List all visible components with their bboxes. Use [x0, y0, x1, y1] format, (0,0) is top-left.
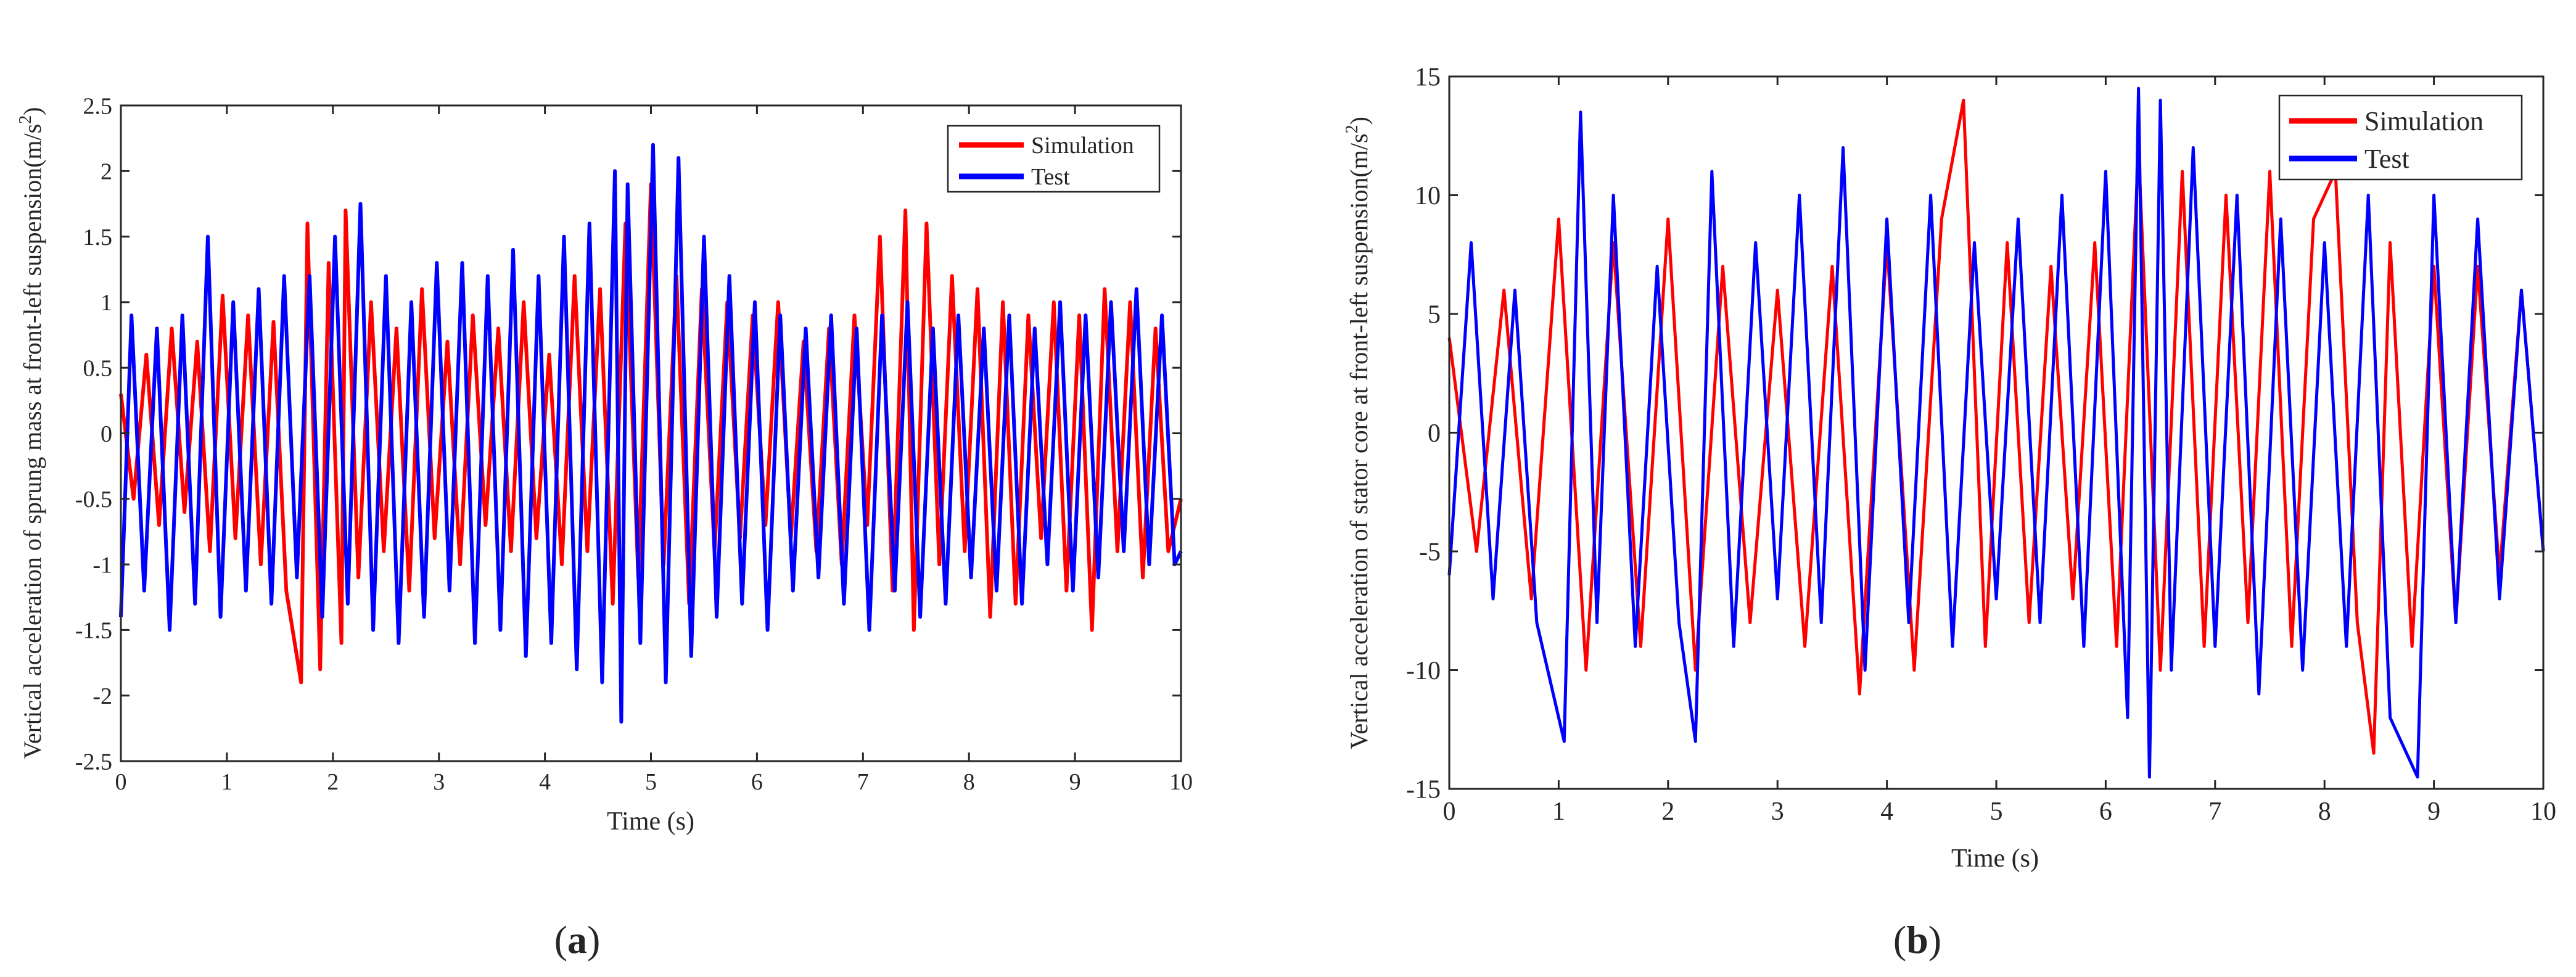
y-tick-label-a: 0.5: [83, 356, 113, 382]
y-tick-label-a: -1.5: [75, 618, 112, 644]
legend-label-test-b: Test: [2364, 144, 2409, 174]
series-line-simulation-a: [119, 182, 1183, 685]
x-tick-label-b: 6: [2099, 798, 2112, 826]
x-tick-label-a: 4: [539, 769, 551, 795]
x-tick-label-b: 9: [2427, 798, 2440, 826]
series-line-test-a: [119, 142, 1183, 724]
y-axis-label-a-suffix: ): [19, 107, 46, 115]
y-tick-label-b: -15: [1406, 776, 1441, 804]
series-group-b: [1447, 86, 2545, 779]
y-tick-label-a: 1.5: [83, 225, 113, 250]
y-tick-label-a: 1: [101, 290, 112, 316]
x-tick-label-a: 3: [433, 769, 445, 795]
y-tick-label-b: 5: [1428, 301, 1441, 329]
legend-label-simulation-a: Simulation: [1031, 133, 1134, 159]
series-line-test-b: [1447, 86, 2545, 779]
x-tick-label-b: 0: [1443, 798, 1456, 826]
y-tick-label-a: 2.5: [83, 93, 113, 119]
x-tick-label-b: 1: [1552, 798, 1565, 826]
x-tick-label-a: 6: [751, 769, 763, 795]
x-tick-label-a: 5: [645, 769, 657, 795]
x-tick-label-b: 4: [1880, 798, 1893, 826]
legend-label-simulation-b: Simulation: [2364, 106, 2483, 136]
yticks-b: -15 -10 -5 0 5 10 15: [1406, 64, 2543, 804]
legend-b: Simulation Test: [2278, 94, 2523, 181]
y-tick-label-b: 0: [1428, 419, 1441, 448]
y-axis-label-b-suffix: ): [1345, 117, 1373, 125]
y-axis-label-b-main: Vertical acceleration of stator core at …: [1345, 133, 1373, 749]
y-tick-label-b: -5: [1419, 538, 1441, 567]
y-tick-label-b: -10: [1406, 657, 1441, 685]
y-tick-label-a: 2: [101, 159, 112, 185]
x-tick-label-b: 2: [1661, 798, 1674, 826]
panel-label-b-letter: b: [1906, 918, 1928, 962]
plot-area-b: 0 1 2 3 4 5 6 7 8 9 10 -15 -10 -5 0 5 10 15: [1406, 64, 2556, 826]
xticks-b: 0 1 2 3 4 5 6 7 8 9 10: [1443, 76, 2556, 826]
x-tick-label-b: 10: [2530, 798, 2556, 826]
x-tick-label-b: 7: [2208, 798, 2221, 826]
x-tick-label-b: 5: [1990, 798, 2003, 826]
xticks-a: 0 1 2 3 4 5 6 7 8 9 10: [115, 105, 1193, 795]
legend-label-test-a: Test: [1031, 164, 1070, 190]
panel-label-a: (a): [554, 918, 601, 962]
y-axis-label-b-superscript: 2: [1343, 125, 1362, 133]
x-tick-label-a: 0: [115, 769, 127, 795]
y-axis-label-a-main: Vertical acceleration of sprung mass at …: [19, 124, 46, 759]
panel-label-b: (b): [1893, 918, 1941, 962]
y-tick-label-a: -2: [93, 683, 112, 709]
chart-panel-b: 0 1 2 3 4 5 6 7 8 9 10 -15 -10 -5 0 5 10 15 Time (s) Ver…: [1343, 64, 2556, 962]
x-tick-label-a: 2: [327, 769, 339, 795]
panel-label-b-open: (: [1893, 918, 1906, 962]
yticks-a: -2.5 -2 -1.5 -1 -0.5 0 0.5 1 1.5 2 2.5: [75, 93, 1181, 775]
x-tick-label-a: 10: [1169, 769, 1193, 795]
y-tick-label-a: -2.5: [75, 749, 112, 775]
x-tick-label-a: 1: [221, 769, 232, 795]
y-tick-label-a: 0: [101, 421, 112, 447]
y-tick-label-b: 10: [1415, 182, 1441, 210]
x-tick-label-b: 8: [2318, 798, 2331, 826]
panel-label-a-open: (: [554, 918, 567, 962]
y-tick-label-a: -0.5: [75, 487, 112, 513]
series-group-a: [119, 142, 1183, 724]
y-tick-label-b: 15: [1415, 64, 1441, 92]
y-tick-label-a: -1: [93, 552, 112, 578]
x-tick-label-b: 3: [1771, 798, 1784, 826]
x-axis-label-b: Time (s): [1951, 844, 2039, 873]
legend-a: Simulation Test: [947, 125, 1161, 193]
plot-area-a: 0 1 2 3 4 5 6 7 8 9 10 -2.5 -2 -1.5 -1 -0.5 0 0.5 1 1.5 2 2.…: [75, 93, 1193, 795]
chart-panel-a: 0 1 2 3 4 5 6 7 8 9 10 -2.5 -2 -1.5 -1 -0.5 0 0.5 1 1.5 2 2.…: [16, 93, 1193, 962]
y-axis-label-a-superscript: 2: [16, 115, 35, 124]
y-axis-label-a: Vertical acceleration of sprung mass at …: [16, 107, 46, 759]
panel-label-b-close: ): [1928, 918, 1941, 962]
legend-box-a: [947, 125, 1161, 193]
legend-box-b: [2278, 94, 2523, 181]
x-tick-label-a: 8: [963, 769, 975, 795]
x-tick-label-a: 9: [1069, 769, 1081, 795]
y-axis-label-b: Vertical acceleration of stator core at …: [1343, 117, 1373, 749]
x-tick-label-a: 7: [857, 769, 869, 795]
panel-label-a-close: ): [587, 918, 600, 962]
panel-label-a-letter: a: [567, 918, 587, 962]
x-axis-label-a: Time (s): [607, 807, 694, 836]
series-line-simulation-b: [1447, 99, 2545, 755]
